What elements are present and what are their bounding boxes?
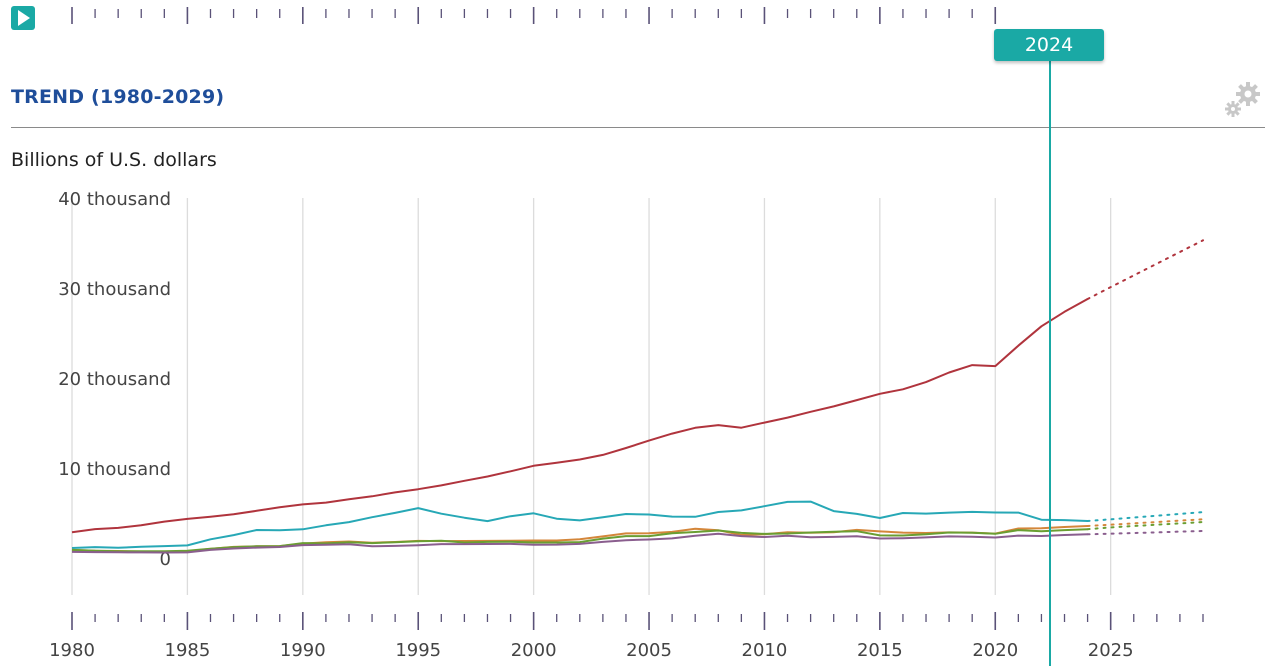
top-year-ticks [71,7,997,24]
y-axis-tick-labels: 40 thousand 30 thousand 20 thousand 10 thou… [58,189,171,570]
x-tick-label: 1995 [395,640,441,661]
x-tick-label: 1985 [165,640,211,661]
x-tick-label: 2010 [742,640,788,661]
series-projection-1 [1086,239,1204,300]
y-tick-label: 30 thousand [58,279,171,300]
play-icon [18,10,30,26]
settings-button[interactable] [1222,80,1264,120]
x-tick-label: 2020 [972,640,1018,661]
y-tick-label: 10 thousand [58,459,171,480]
series-line-2 [71,500,1088,549]
play-button[interactable] [11,6,35,30]
year-indicator-line [1049,61,1051,666]
x-axis-tick-labels: 1980 1985 1990 1995 2000 2005 2010 2015 2020 2025 [49,640,1133,661]
series-lines [71,239,1204,554]
series-line-5 [71,532,1088,554]
series-line-4 [71,528,1088,553]
x-tick-label: 2015 [857,640,903,661]
series-projection-2 [1086,511,1204,522]
x-tick-label: 2025 [1088,640,1134,661]
x-tick-label: 1980 [49,640,95,661]
y-axis-unit-label: Billions of U.S. dollars [11,149,217,171]
gear-icon [1225,82,1260,117]
title-divider [11,127,1265,128]
y-tick-label: 20 thousand [58,369,171,390]
series-projection-5 [1086,530,1204,536]
series-projection-4 [1086,521,1204,531]
y-tick-label: 0 [160,549,171,570]
chart-title: TREND (1980-2029) [11,86,225,108]
series-projection-3 [1086,518,1204,527]
y-tick-label: 40 thousand [58,189,171,210]
bottom-year-ticks [71,612,1204,630]
x-tick-label: 1990 [280,640,326,661]
x-tick-label: 2005 [626,640,672,661]
year-slider-handle[interactable]: 2024 [994,29,1104,61]
series-line-1 [71,298,1089,534]
x-tick-label: 2000 [511,640,557,661]
